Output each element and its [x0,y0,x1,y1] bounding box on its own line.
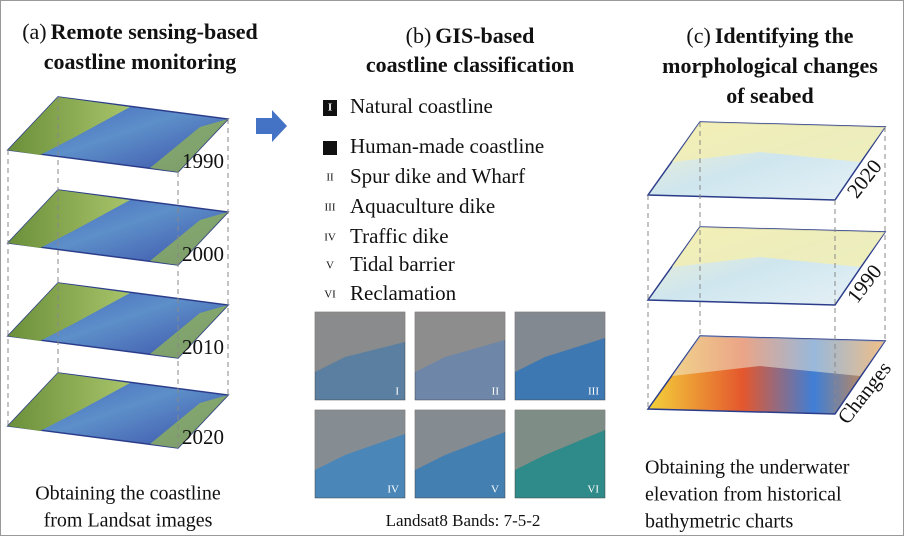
legend-marker: V [326,260,334,272]
thumbnail-label: IV [387,484,399,496]
legend-text: Spur dike and Wharf [350,164,525,188]
legend-text: Tidal barrier [350,252,455,276]
panel-label: (b) [406,23,432,48]
legend-text: Natural coastline [350,94,493,118]
thumbnail-label: III [588,386,599,398]
legend-text: Reclamation [350,281,457,305]
thumbnail-label: VI [587,484,599,496]
caption: Obtaining the coastline [35,483,221,505]
arrow [256,110,287,142]
panel-title-line: Identifying the [715,23,854,48]
legend-square [323,141,337,155]
legend-marker: II [326,172,334,184]
legend-marker: IV [324,232,336,244]
panel-title-line: of seabed [726,83,813,108]
legend-marker: III [325,202,336,214]
panel-title: (a)Remote sensing-based [22,19,258,44]
figure: (a)Remote sensing-based coastline monitor… [0,0,904,536]
thumbnail-label: I [395,386,399,398]
panels: (a)Remote sensing-based coastline monitor… [8,19,896,533]
panel-title: (c)Identifying the [686,23,853,48]
year-label: 2020 [182,425,224,449]
caption: Landsat8 Bands: 7-5-2 [386,511,541,530]
legend-text: Traffic dike [350,224,449,248]
panel-title-line: GIS-based [435,23,534,48]
caption: Obtaining the underwater [645,457,850,479]
panel-title-line: Remote sensing-based [51,19,258,44]
legend-text: Human-made coastline [350,134,544,158]
legend-marker: I [328,102,332,114]
year-label: 2010 [182,335,224,359]
panel-label: (c) [686,23,710,48]
caption: from Landsat images [44,510,213,532]
caption: bathymetric charts [645,511,793,533]
panel-title-line: coastline classification [366,52,574,77]
thumbnail-label: V [491,484,499,496]
year-label: 1990 [182,149,224,173]
panel-title: (b)GIS-based [406,23,535,48]
legend-marker: VI [324,289,336,301]
caption: elevation from historical [645,484,842,506]
panel-title-line: morphological changes [662,53,878,78]
thumbnail-label: II [492,386,500,398]
panel-title-line: coastline monitoring [44,49,237,74]
legend-text: Aquaculture dike [350,194,495,218]
panel-label: (a) [22,19,46,44]
year-label: 2000 [182,242,224,266]
